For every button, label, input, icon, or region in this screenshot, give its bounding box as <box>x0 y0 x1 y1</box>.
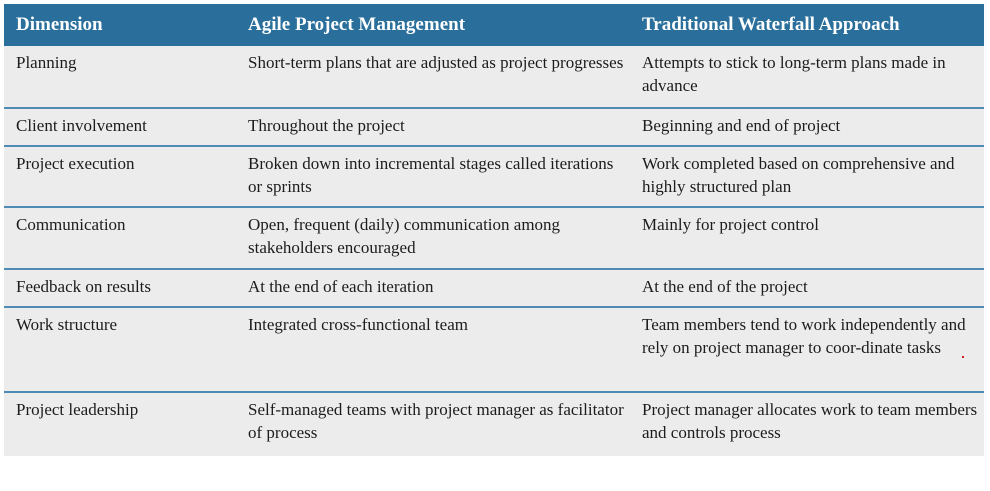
row-dimension: Work structure <box>16 315 118 334</box>
row-dimension: Client involvement <box>16 116 147 135</box>
row-agile: At the end of each iteration <box>248 277 434 296</box>
table-row: Work structure Integrated cross-function… <box>4 308 984 393</box>
row-waterfall: Project manager allocates work to team m… <box>642 400 978 442</box>
row-dimension: Planning <box>16 53 77 72</box>
header-waterfall: Traditional Waterfall Approach <box>642 14 900 35</box>
header-dimension: Dimension <box>16 14 103 35</box>
comparison-table: Dimension Agile Project Management Tradi… <box>4 4 984 456</box>
row-waterfall: Mainly for project control <box>642 215 820 234</box>
row-agile: Broken down into incremental stages call… <box>248 154 614 196</box>
table-row: Communication Open, frequent (daily) com… <box>4 208 984 270</box>
table-row: Project execution Broken down into incre… <box>4 147 984 208</box>
row-waterfall: Beginning and end of project <box>642 116 841 135</box>
header-agile: Agile Project Management <box>248 14 466 35</box>
row-agile: Short-term plans that are adjusted as pr… <box>248 53 624 72</box>
table-row: Planning Short-term plans that are adjus… <box>4 46 984 109</box>
row-waterfall: Team members tend to work independently … <box>642 315 966 357</box>
row-agile: Throughout the project <box>248 116 405 135</box>
row-dimension: Project leadership <box>16 400 139 419</box>
row-waterfall: Work completed based on comprehensive an… <box>642 154 955 196</box>
row-waterfall: At the end of the project <box>642 277 808 296</box>
row-waterfall: Attempts to stick to long-term plans mad… <box>642 53 946 95</box>
stray-dot-mark <box>962 356 964 358</box>
row-agile: Integrated cross-functional team <box>248 315 468 334</box>
row-agile: Self-managed teams with project manager … <box>248 400 624 442</box>
row-dimension: Feedback on results <box>16 277 152 296</box>
row-dimension: Project execution <box>16 154 135 173</box>
table-row: Client involvement Throughout the projec… <box>4 109 984 147</box>
row-dimension: Communication <box>16 215 126 234</box>
table-header-row: Dimension Agile Project Management Tradi… <box>4 4 984 46</box>
row-agile: Open, frequent (daily) communication amo… <box>248 215 561 257</box>
table-row: Feedback on results At the end of each i… <box>4 270 984 308</box>
table-row: Project leadership Self-managed teams wi… <box>4 393 984 456</box>
